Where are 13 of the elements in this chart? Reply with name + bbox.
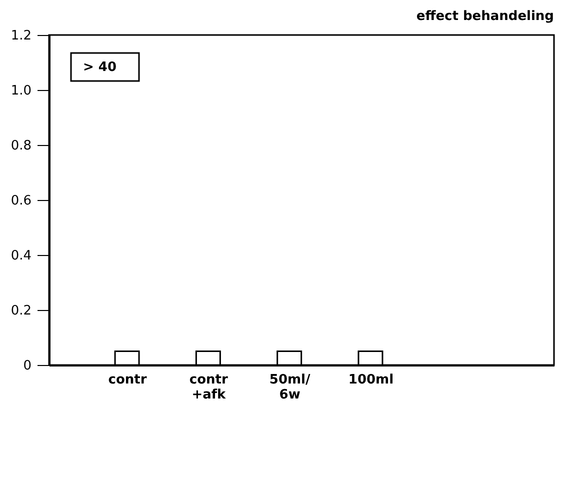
x-tick-label: contr bbox=[108, 372, 148, 388]
y-tick-label: 0.2 bbox=[10, 304, 32, 318]
y-tick-label: 0.4 bbox=[10, 248, 32, 264]
y-tick-label: 0.8 bbox=[10, 138, 32, 154]
x-tick-label: 50ml/ 6w bbox=[269, 372, 310, 402]
x-tick-label: 100ml bbox=[348, 372, 394, 388]
y-tick-label: 0.6 bbox=[10, 194, 32, 208]
y-tick-label: 1.0 bbox=[10, 84, 32, 98]
annotation: > 40 bbox=[83, 60, 117, 75]
y-tick-label: 0 bbox=[23, 358, 32, 374]
y-tick-label: 1.2 bbox=[10, 28, 32, 44]
text: effect behandeling bbox=[416, 9, 554, 24]
x-tick-label: contr +afk bbox=[189, 372, 229, 402]
